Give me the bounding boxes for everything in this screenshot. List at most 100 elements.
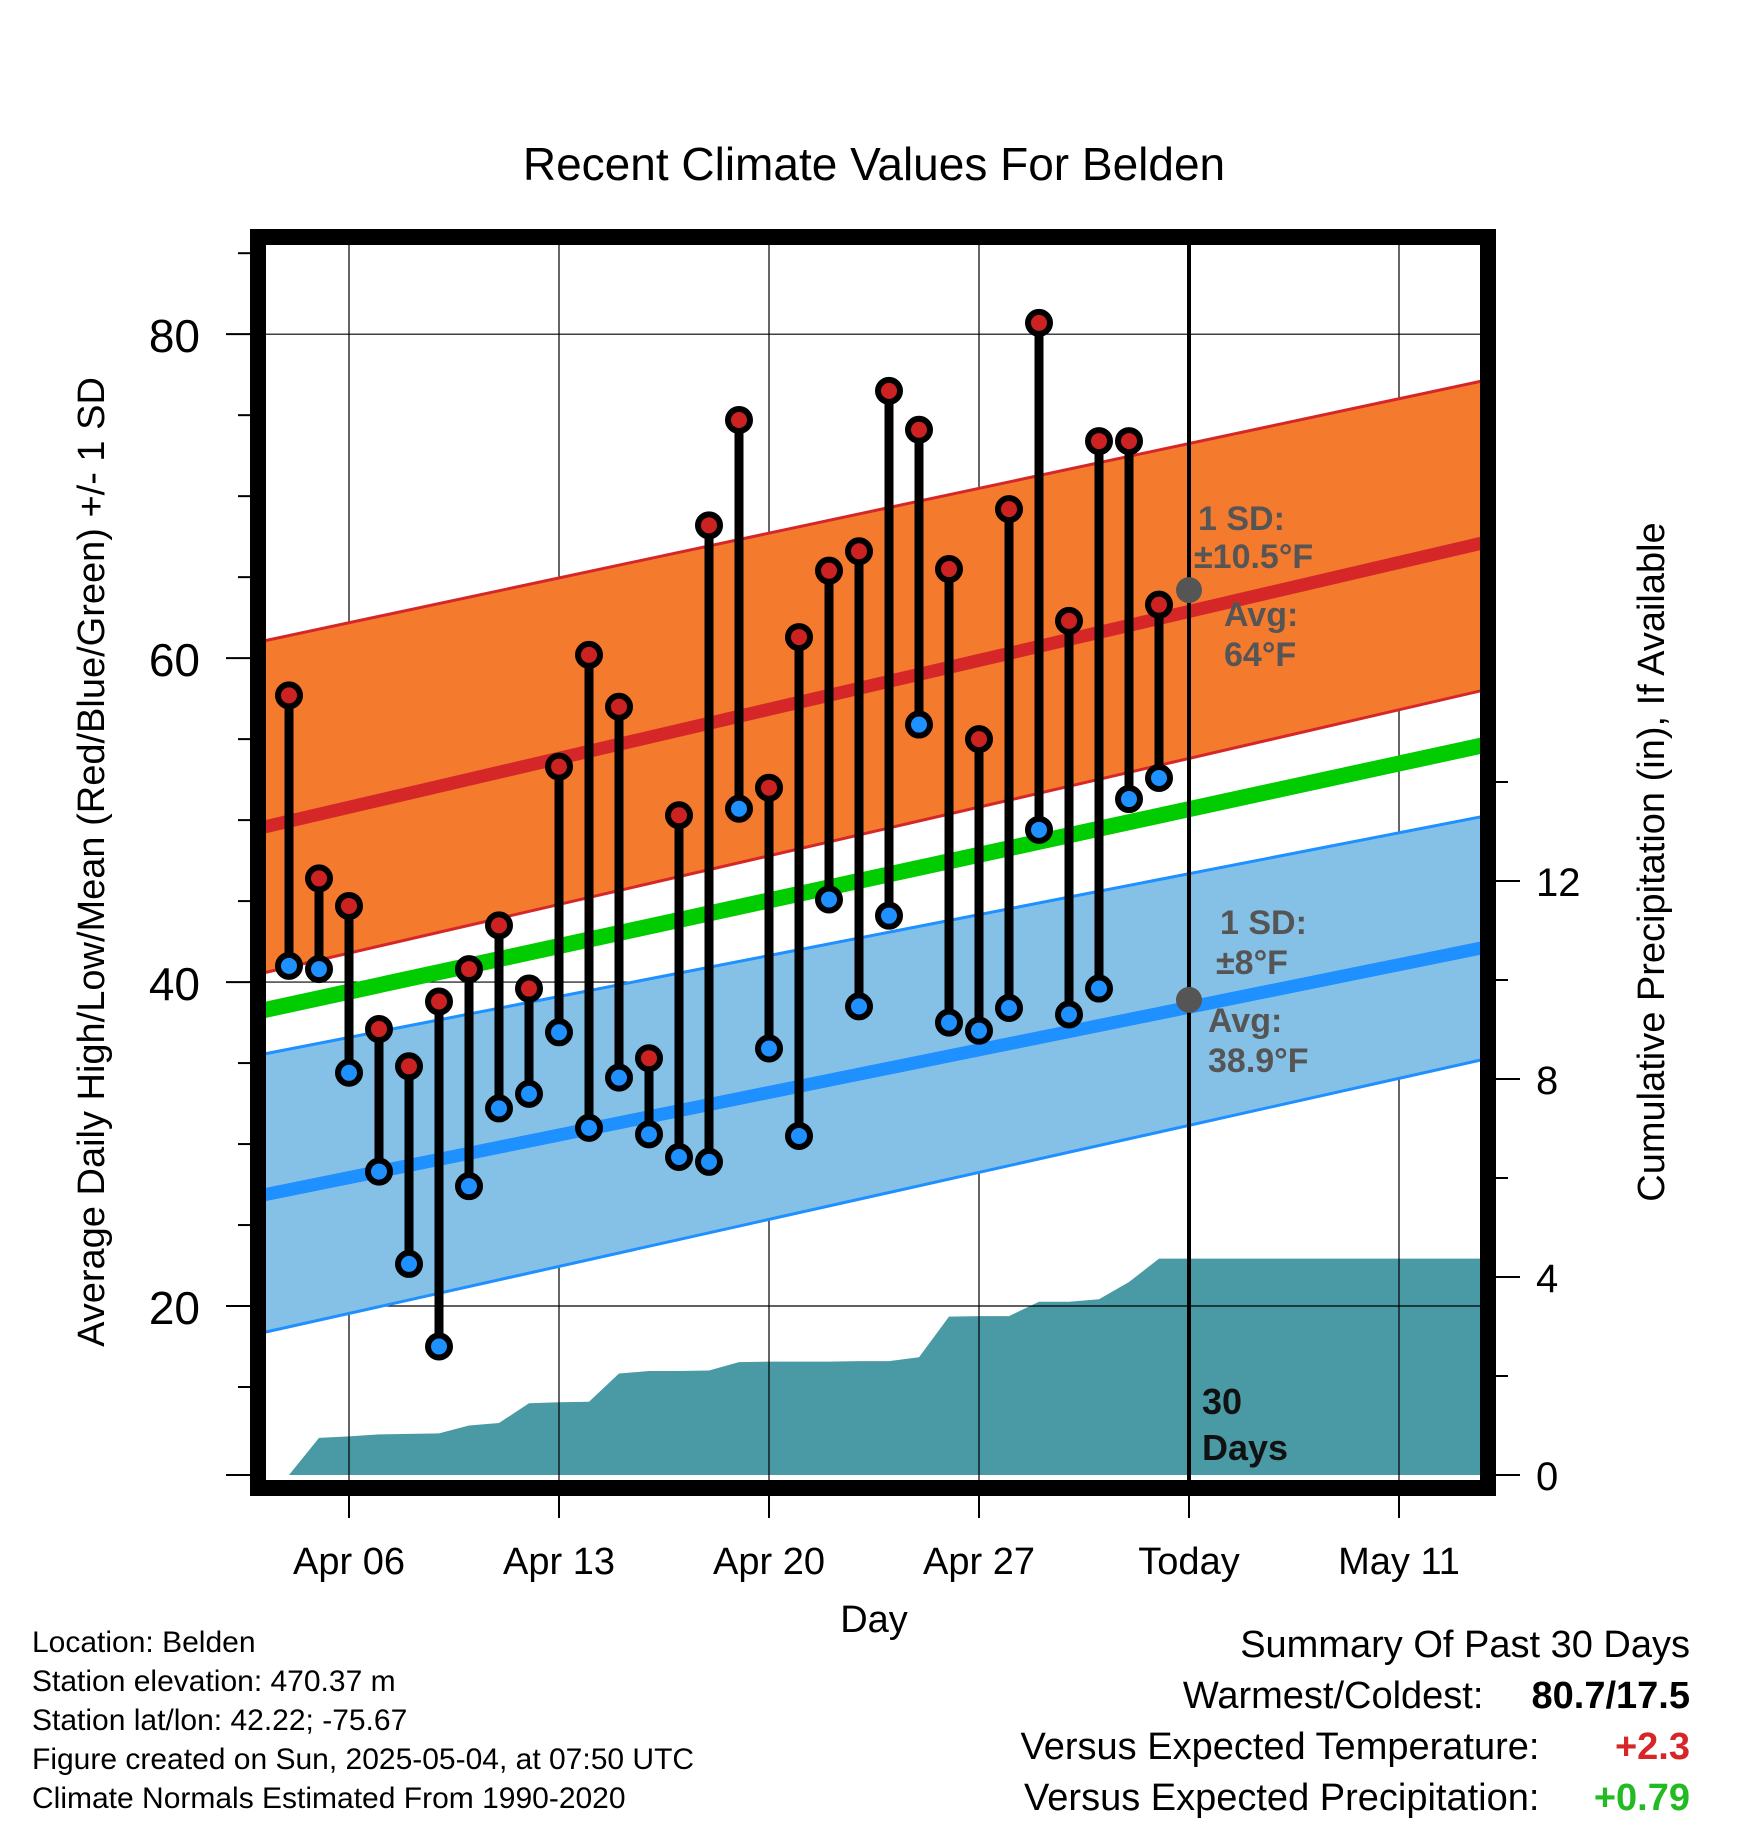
summary-panel: Summary Of Past 30 Days Warmest/Coldest:…	[1021, 1620, 1690, 1824]
daily-high-point-16	[755, 773, 783, 802]
summary-temp-row: Versus Expected Temperature: +2.3	[1021, 1722, 1690, 1773]
summary-precip-row: Versus Expected Precipitation: +0.79	[1021, 1773, 1690, 1824]
daily-high-point-4	[395, 1052, 423, 1081]
daily-high-point-25	[1025, 308, 1053, 337]
station-location: Location: Belden	[32, 1626, 256, 1659]
climate-normals: Climate Normals Estimated From 1990-2020	[32, 1782, 626, 1815]
station-elevation: Station elevation: 470.37 m	[32, 1665, 396, 1698]
daily-low-point-24	[995, 993, 1023, 1022]
daily-high-point-15	[725, 406, 753, 435]
warmest-value: 80.7/17.5	[1531, 1675, 1690, 1717]
chart-title: Recent Climate Values For Belden	[523, 138, 1225, 190]
x-tick-label-3: Apr 27	[923, 1541, 1035, 1583]
y-left-tick-label-40: 40	[149, 958, 200, 1010]
daily-low-point-18	[815, 885, 843, 914]
x-tick-label-0: Apr 06	[293, 1541, 405, 1583]
days-annotation: 30 Days	[1202, 1381, 1288, 1468]
daily-low-point-4	[395, 1249, 423, 1278]
daily-low-point-25	[1025, 815, 1053, 844]
daily-low-point-6	[455, 1172, 483, 1201]
y-left-tick-label-20: 20	[149, 1282, 200, 1334]
daily-high-point-24	[995, 495, 1023, 524]
daily-high-point-10	[575, 640, 603, 669]
plot-frame	[250, 229, 1496, 1496]
daily-high-point-20	[875, 376, 903, 405]
daily-high-point-11	[605, 692, 633, 721]
plot-area	[265, 245, 1480, 1480]
daily-low-point-12	[635, 1120, 663, 1149]
high-avg-value: 64°F	[1224, 636, 1296, 674]
daily-high-point-19	[845, 537, 873, 566]
low-annotation: 1 SD: ±8°F Avg: 38.9°F	[1208, 904, 1309, 1080]
high-sd-value: ±10.5°F	[1194, 538, 1313, 576]
daily-high-point-28	[1115, 427, 1143, 456]
daily-high-point-26	[1055, 606, 1083, 635]
precip-label: Versus Expected Precipitation:	[1024, 1777, 1540, 1819]
daily-low-point-13	[665, 1143, 693, 1172]
low-band-lower-edge	[265, 1058, 1480, 1334]
daily-low-point-15	[725, 794, 753, 823]
daily-low-point-23	[965, 1016, 993, 1045]
station-info: Location: Belden Station elevation: 470.…	[32, 1623, 694, 1818]
temp-value: +2.3	[1614, 1726, 1690, 1768]
x-axis-label: Day	[840, 1599, 908, 1641]
y-right-tick-label-8: 8	[1536, 1059, 1558, 1103]
daily-high-point-13	[665, 801, 693, 830]
daily-high-point-18	[815, 556, 843, 585]
high-annotation: 1 SD: ±10.5°F Avg: 64°F	[1194, 500, 1313, 674]
daily-high-point-5	[425, 987, 453, 1016]
high-avg-label: Avg:	[1224, 596, 1298, 634]
daily-low-point-10	[575, 1113, 603, 1142]
daily-low-point-27	[1085, 974, 1113, 1003]
daily-low-point-8	[515, 1079, 543, 1108]
daily-low-point-7	[485, 1094, 513, 1123]
daily-high-point-17	[785, 623, 813, 652]
daily-high-point-1	[305, 864, 333, 893]
precip-value: +0.79	[1593, 1777, 1690, 1819]
y-axis-label-right: Cumulative Precipitation (in), If Availa…	[1631, 522, 1673, 1201]
station-latlon: Station lat/lon: 42.22; -75.67	[32, 1704, 408, 1737]
warmest-label: Warmest/Coldest:	[1182, 1675, 1484, 1717]
daily-high-point-8	[515, 974, 543, 1003]
daily-low-point-28	[1115, 785, 1143, 814]
daily-low-point-0	[275, 951, 303, 980]
figure-created: Figure created on Sun, 2025-05-04, at 07…	[32, 1743, 695, 1776]
high-band-upper-edge	[265, 379, 1480, 643]
daily-low-point-22	[935, 1008, 963, 1037]
summary-warmest-row: Warmest/Coldest: 80.7/17.5	[1021, 1671, 1690, 1722]
daily-low-point-3	[365, 1157, 393, 1186]
temp-label: Versus Expected Temperature:	[1020, 1726, 1540, 1768]
y-left-tick-label-60: 60	[149, 634, 200, 686]
daily-high-point-6	[455, 955, 483, 984]
high-avg-today-point	[1176, 577, 1202, 604]
low-sd-value: ±8°F	[1216, 944, 1288, 982]
daily-low-point-2	[335, 1058, 363, 1087]
daily-high-point-27	[1085, 427, 1113, 456]
daily-high-point-23	[965, 725, 993, 754]
y-right-tick-label-0: 0	[1536, 1455, 1558, 1499]
low-avg-label: Avg:	[1208, 1002, 1282, 1040]
daily-low-point-29	[1145, 763, 1173, 792]
daily-low-point-21	[905, 710, 933, 739]
high-band-lower-edge	[265, 689, 1480, 975]
x-tick-label-1: Apr 13	[503, 1541, 615, 1583]
high-sd-label: 1 SD:	[1198, 500, 1285, 538]
daily-high-point-12	[635, 1044, 663, 1073]
daily-high-point-22	[935, 555, 963, 584]
precip-area	[289, 1258, 1480, 1475]
x-tick-label-4: Today	[1138, 1541, 1239, 1583]
y-right-tick-label-12: 12	[1536, 861, 1581, 905]
high-sd-band	[265, 381, 1480, 973]
days-word: Days	[1202, 1427, 1288, 1468]
daily-low-point-5	[425, 1332, 453, 1361]
daily-low-point-9	[545, 1018, 573, 1047]
days-count: 30	[1202, 1381, 1242, 1422]
daily-low-point-11	[605, 1063, 633, 1092]
y-axis-label-left: Average Daily High/Low/Mean (Red/Blue/Gr…	[71, 377, 113, 1347]
daily-high-point-29	[1145, 590, 1173, 619]
x-tick-label-2: Apr 20	[713, 1541, 825, 1583]
daily-low-point-19	[845, 992, 873, 1021]
daily-low-point-17	[785, 1121, 813, 1150]
daily-high-point-14	[695, 511, 723, 540]
high-avg-line	[265, 536, 1480, 834]
